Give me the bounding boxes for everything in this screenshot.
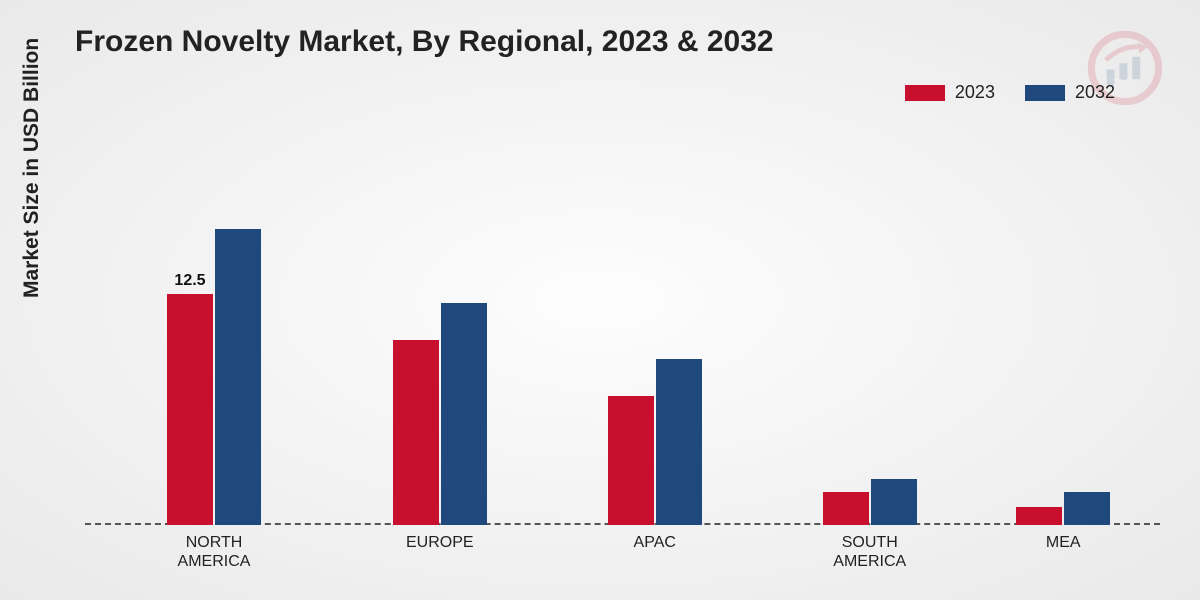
bar-group [608, 359, 702, 526]
bar-group [393, 303, 487, 525]
x-tick-label: NORTHAMERICA [178, 533, 251, 571]
bar [215, 229, 261, 525]
legend-item-2032: 2032 [1025, 82, 1115, 103]
legend-label-2032: 2032 [1075, 82, 1115, 103]
x-tick-label: SOUTHAMERICA [833, 533, 906, 571]
chart-title: Frozen Novelty Market, By Regional, 2023… [75, 25, 774, 59]
x-tick-label: APAC [634, 533, 676, 552]
x-tick-label: EUROPE [406, 533, 474, 552]
bar-group [1016, 492, 1110, 525]
bar-group [823, 479, 917, 525]
bar [656, 359, 702, 526]
bar [441, 303, 487, 525]
plot-area: 12.5 [85, 155, 1160, 525]
bar [167, 294, 213, 525]
legend-swatch-2023 [905, 85, 945, 101]
data-label: 12.5 [174, 272, 205, 290]
chart-canvas: Frozen Novelty Market, By Regional, 2023… [0, 0, 1200, 600]
legend-item-2023: 2023 [905, 82, 995, 103]
bar [871, 479, 917, 525]
y-axis-title: Market Size in USD Billion [20, 38, 44, 298]
x-tick-label: MEA [1046, 533, 1081, 552]
x-axis-labels: NORTHAMERICA EUROPE APAC SOUTHAMERICA MEA [85, 525, 1160, 600]
legend-label-2023: 2023 [955, 82, 995, 103]
bar [1064, 492, 1110, 525]
bar [1016, 507, 1062, 526]
bar [393, 340, 439, 525]
legend: 2023 2032 [905, 82, 1115, 103]
bar [608, 396, 654, 526]
legend-swatch-2032 [1025, 85, 1065, 101]
bar [823, 492, 869, 525]
